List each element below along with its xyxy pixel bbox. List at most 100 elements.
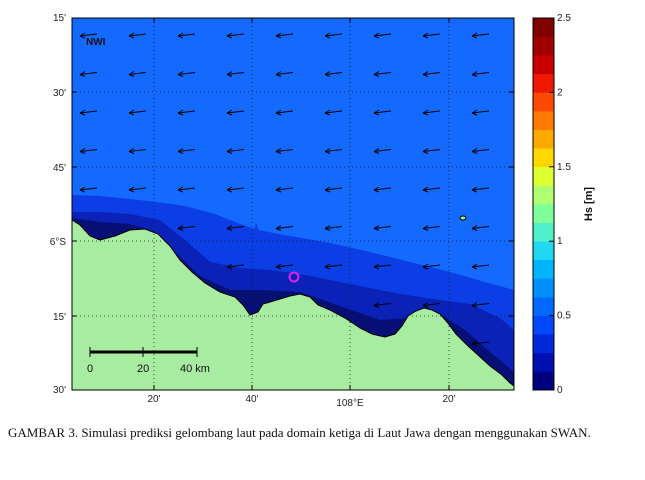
- colorbar-segment: [533, 92, 554, 112]
- wave-direction-arrow-icon: [226, 263, 245, 270]
- colorbar-tick-label: 1: [557, 236, 563, 247]
- colorbar-frame: [532, 17, 555, 391]
- wave-direction-arrow-icon: [128, 186, 147, 193]
- colorbar-segment: [533, 334, 554, 354]
- wave-direction-arrow-icon: [128, 109, 147, 116]
- wave-direction-arrow-icon: [226, 32, 245, 39]
- wave-direction-arrow-icon: [177, 225, 196, 231]
- wave-direction-arrow-icon: [275, 148, 294, 154]
- wave-direction-arrow-icon: [79, 109, 98, 116]
- wave-direction-arrow-icon: [373, 263, 392, 270]
- region-label: NWI: [86, 37, 106, 48]
- wave-direction-arrow-icon: [471, 340, 490, 347]
- wave-direction-arrow-icon: [471, 32, 490, 39]
- lon-tick-40: 40': [245, 394, 258, 405]
- wave-direction-arrow-icon: [226, 225, 245, 231]
- colorbar-segment: [533, 166, 554, 186]
- small-island: [459, 215, 467, 221]
- lat-tick-6s: 6°S: [50, 237, 67, 248]
- lat-tick-30-south: 30': [53, 385, 66, 396]
- colorbar-segment: [533, 371, 554, 391]
- wave-direction-arrow-icon: [422, 186, 441, 193]
- wave-direction-arrow-icon: [373, 148, 392, 154]
- wave-direction-arrow-icon: [275, 32, 294, 39]
- colorbar-segment: [533, 73, 554, 93]
- colorbar-tick-label: 0.5: [557, 311, 571, 322]
- colorbar-segment: [533, 185, 554, 205]
- wave-direction-arrow-icon: [177, 186, 196, 193]
- wave-direction-arrow-icon: [324, 263, 343, 270]
- wave-direction-arrow-icon: [275, 186, 294, 193]
- wave-direction-arrow-icon: [373, 225, 392, 231]
- frame-ticks: [72, 18, 514, 390]
- colorbar-segment: [533, 36, 554, 56]
- colorbar-segment: [533, 18, 554, 37]
- wave-direction-arrow-icon: [373, 32, 392, 39]
- wave-direction-arrow-icon: [275, 109, 294, 116]
- wave-direction-arrow-icon: [422, 148, 441, 154]
- colorbar-segment: [533, 204, 554, 223]
- wave-direction-arrow-icon: [471, 109, 490, 116]
- wave-direction-arrow-icon: [79, 32, 98, 39]
- land-java-coast: [71, 219, 515, 391]
- colorbar-ticks: 0 0.5 1 1.5 2 2.5: [549, 13, 571, 396]
- wave-direction-arrow-icon: [324, 186, 343, 193]
- wave-direction-arrow-icon: [422, 109, 441, 116]
- wave-direction-arrow-icon: [226, 186, 245, 193]
- colorbar-segment: [533, 352, 554, 372]
- wave-direction-arrow-icon: [275, 263, 294, 270]
- wave-direction-arrow-icon: [128, 71, 147, 77]
- lat-tick-15: 15': [53, 13, 66, 24]
- map-frame: [71, 17, 515, 391]
- colorbar: [533, 18, 554, 391]
- colorbar-segment: [533, 241, 554, 261]
- wave-direction-arrow-icon: [177, 148, 196, 154]
- wave-direction-arrow-icon: [422, 225, 441, 231]
- scale-bar: 0 20 40 km: [87, 347, 210, 375]
- scale-label-40km: 40 km: [180, 363, 210, 375]
- wave-height-map-figure: NWI 0 20 40 km 15' 30' 45' 6°S 15' 30' 2…: [50, 13, 595, 409]
- colorbar-segment: [533, 222, 554, 242]
- lon-tick-108e: 108°E: [336, 398, 364, 409]
- wave-direction-arrow-icon: [422, 32, 441, 39]
- wave-direction-arrow-icon: [471, 225, 490, 231]
- wave-direction-arrow-icon: [226, 109, 245, 116]
- lon-tick-20: 20': [147, 394, 160, 405]
- wave-direction-arrow-icon: [177, 71, 196, 77]
- wave-direction-arrow-icon: [79, 71, 98, 77]
- grid-lines: [72, 18, 514, 390]
- lat-tick-30: 30': [53, 88, 66, 99]
- wave-direction-arrow-icon: [128, 148, 147, 154]
- colorbar-segment: [533, 315, 554, 335]
- scale-label-0: 0: [87, 363, 93, 375]
- station-marker-icon: [288, 271, 300, 283]
- headland-bump: [254, 222, 259, 232]
- wave-direction-arrow-icon: [471, 186, 490, 193]
- wave-direction-arrow-icon: [471, 302, 490, 308]
- wave-direction-arrow-icon: [324, 71, 343, 77]
- wave-direction-arrow-icon: [373, 302, 392, 308]
- wave-direction-arrow-icon: [79, 148, 98, 154]
- wave-direction-arrow-icon: [324, 109, 343, 116]
- wave-direction-arrow-icon: [275, 71, 294, 77]
- wave-direction-arrow-icon: [226, 71, 245, 77]
- colorbar-tick-label: 0: [557, 385, 563, 396]
- wave-direction-arrow-icon: [324, 32, 343, 39]
- wave-direction-arrow-icon: [471, 148, 490, 154]
- wave-direction-arrow-icon: [422, 263, 441, 270]
- colorbar-segment: [533, 129, 554, 149]
- wave-direction-arrow-icon: [226, 148, 245, 154]
- wave-direction-arrow-icon: [79, 186, 98, 193]
- colorbar-tick-label: 2: [557, 87, 563, 98]
- wave-direction-arrow-icon: [177, 109, 196, 116]
- lat-tick-15-south: 15': [53, 312, 66, 323]
- wave-direction-arrow-icon: [324, 225, 343, 231]
- colorbar-tick-label: 2.5: [557, 13, 571, 24]
- colorbar-segment: [533, 278, 554, 298]
- scale-label-20: 20: [137, 363, 149, 375]
- wave-direction-arrow-icon: [324, 148, 343, 154]
- colorbar-tick-label: 1.5: [557, 162, 571, 173]
- wave-direction-arrow-icon: [128, 32, 147, 39]
- wave-direction-arrow-icon: [471, 263, 490, 270]
- colorbar-segment: [533, 259, 554, 279]
